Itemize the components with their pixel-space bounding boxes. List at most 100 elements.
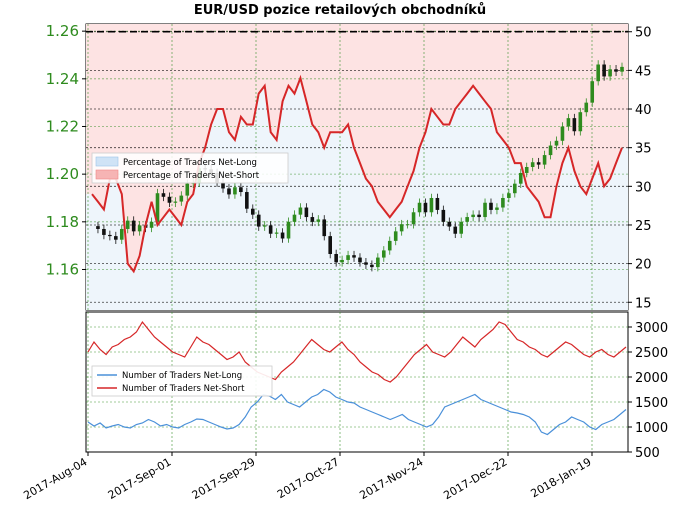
legend-swatch-net-long xyxy=(95,156,119,167)
candle-body xyxy=(185,183,190,196)
candle-body xyxy=(507,193,511,198)
candle-body xyxy=(453,226,458,234)
date-tick-label: 2018-Jan-19 xyxy=(529,455,594,500)
candle-body xyxy=(322,219,327,237)
candle-body xyxy=(489,202,493,210)
date-tick-label: 2017-Dec-22 xyxy=(441,455,509,502)
legend-label-net-long: Percentage of Traders Net-Long xyxy=(123,158,257,168)
net-short-percent-line xyxy=(91,74,623,274)
candle-body xyxy=(370,264,374,268)
candle-body xyxy=(518,172,523,184)
percent-axis: 15 20 25 30 35 40 45 50 xyxy=(628,26,652,311)
candle-body xyxy=(524,167,529,173)
candle-body xyxy=(548,145,553,156)
percent-tick-label: 20 xyxy=(635,258,652,273)
upper-legend: Percentage of Traders Net-Long Percentag… xyxy=(91,152,289,184)
candle-body xyxy=(399,224,404,232)
candle-body xyxy=(96,226,100,229)
price-tick-label: 1.20 xyxy=(46,165,79,183)
legend-label-count-net-short: Number of Traders Net-Short xyxy=(122,384,245,394)
candle-body xyxy=(292,214,297,222)
date-tick-label: 2017-Oct-27 xyxy=(275,455,341,501)
candle-body xyxy=(262,225,267,227)
candle-body xyxy=(346,255,350,260)
candle-body xyxy=(376,257,380,268)
candle-body xyxy=(471,214,475,218)
candle-body xyxy=(227,188,231,195)
candle-body xyxy=(477,214,481,218)
count-axis: 500 1000 1500 2000 2500 3000 xyxy=(628,321,668,461)
candle-body xyxy=(590,81,595,103)
candle-body xyxy=(429,197,434,213)
date-tick-label: 2017-Aug-04 xyxy=(21,455,89,502)
percent-tick-label: 35 xyxy=(635,142,652,157)
price-tick-label: 1.26 xyxy=(46,22,79,40)
price-tick-label: 1.22 xyxy=(46,117,79,135)
lower-legend: Number of Traders Net-Long Number of Tra… xyxy=(91,365,273,397)
candle-body xyxy=(137,225,142,232)
candle-body xyxy=(542,155,547,165)
candle-body xyxy=(340,259,344,263)
candle-body xyxy=(328,236,333,254)
date-axis: 2017-Aug-04 2017-Sep-01 2017-Sep-29 2017-Oc… xyxy=(21,452,594,502)
candle-body xyxy=(268,225,273,234)
candle-body xyxy=(119,228,124,240)
candle-body xyxy=(250,208,255,215)
lower-legend-box xyxy=(91,365,273,397)
trader-count-lines xyxy=(87,320,627,436)
lower-panel: 500 1000 1500 2000 2500 3000 Number of Trader… xyxy=(85,311,668,461)
candle-body xyxy=(465,217,469,222)
candle-body xyxy=(405,224,410,226)
percentage-area xyxy=(86,24,628,310)
candle-body xyxy=(161,193,166,197)
upper-panel: 1.16 1.18 1.20 1.22 1.24 1.26 15 20 25 30 35 40 45 5… xyxy=(46,22,652,311)
candle-body xyxy=(513,183,517,194)
upper-grid xyxy=(86,24,628,310)
legend-label-count-net-long: Number of Traders Net-Long xyxy=(122,371,242,381)
candle-body xyxy=(578,112,583,132)
date-tick-label: 2017-Sep-29 xyxy=(190,455,258,502)
candle-body xyxy=(387,240,392,251)
price-tick-label: 1.24 xyxy=(46,70,79,88)
lower-panel-frame xyxy=(85,311,629,453)
percent-tick-label: 30 xyxy=(635,180,652,195)
candle-body xyxy=(536,162,541,165)
candle-body xyxy=(334,253,338,263)
candle-body xyxy=(441,209,446,222)
candle-body xyxy=(316,219,321,222)
candle-body xyxy=(584,102,589,113)
candle-body xyxy=(381,250,386,258)
candle-body xyxy=(125,220,130,229)
candle-body xyxy=(566,118,571,127)
price-tick-label: 1.16 xyxy=(46,260,79,278)
candle-body xyxy=(358,257,362,263)
price-axis: 1.16 1.18 1.20 1.22 1.24 1.26 xyxy=(46,22,86,278)
candle-body xyxy=(620,66,624,72)
percent-tick-label: 15 xyxy=(635,296,652,311)
candle-body xyxy=(179,195,184,202)
net-short-area xyxy=(86,24,628,272)
candle-body xyxy=(233,187,237,195)
candle-body xyxy=(304,207,309,218)
count-tick-label: 1000 xyxy=(635,421,668,436)
candle-body xyxy=(239,187,243,193)
candle-body xyxy=(114,236,118,240)
candle-body xyxy=(286,221,291,239)
price-tick-label: 1.18 xyxy=(46,213,79,231)
candle-body xyxy=(102,228,106,235)
candle-body xyxy=(256,214,261,227)
date-tick-label: 2017-Sep-01 xyxy=(106,455,174,502)
count-tick-label: 2000 xyxy=(635,371,668,386)
candle-body xyxy=(221,182,225,189)
count-tick-label: 500 xyxy=(635,446,660,461)
candle-body xyxy=(495,207,499,210)
candle-body xyxy=(131,220,136,232)
candle-body xyxy=(167,196,172,203)
candle-body xyxy=(435,197,440,210)
candle-body xyxy=(614,69,618,72)
candle-body xyxy=(245,192,249,209)
candle-body xyxy=(364,262,368,265)
percent-tick-label: 40 xyxy=(635,103,652,118)
percent-tick-label: 45 xyxy=(635,64,652,79)
